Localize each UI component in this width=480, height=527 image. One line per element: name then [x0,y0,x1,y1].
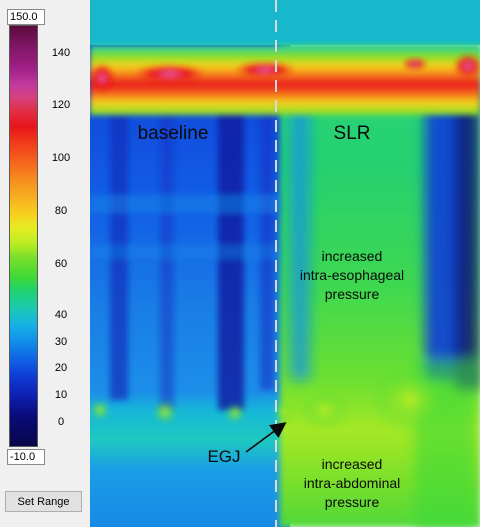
colorbar-tick-label: 60 [54,258,68,270]
colorbar-panel: 150.0 140 120 100 80 60 40 30 20 10 0 -10.0 Set R… [0,0,90,527]
colorbar-tick-label: 140 [51,47,71,59]
colorbar-max-input[interactable]: 150.0 [7,9,45,25]
slr-dark-streaks [290,90,480,527]
colorbar-tick-label: 40 [54,309,68,321]
abdominal-annotation-line3: pressure [325,494,380,510]
colorbar-tick-label: 100 [51,152,71,164]
egj-label: EGJ [207,447,240,466]
set-range-button[interactable]: Set Range [5,491,82,512]
colorbar-tick-label: 10 [54,389,68,401]
colorbar-gradient [9,25,38,447]
colorbar-tick-label: 0 [57,416,65,428]
baseline-streaks [90,100,280,410]
slr-label: SLR [334,123,371,144]
baseline-label: baseline [138,123,209,144]
egj-arrow [245,422,287,453]
colorbar-min-input[interactable]: -10.0 [7,449,45,465]
pressure-topography-heatmap: baseline SLR increased intra-esophageal … [90,0,480,527]
abdominal-annotation-line2: intra-abdominal [304,475,401,491]
colorbar-tick-label: 120 [51,99,71,111]
colorbar-tick-label: 20 [54,362,68,374]
abdominal-annotation-line1: increased [322,456,383,472]
esophageal-annotation-line2: intra-esophageal [300,267,404,283]
upper-region [90,0,480,45]
esophageal-annotation-line3: pressure [325,286,380,302]
colorbar-tick-label: 80 [54,205,68,217]
colorbar-tick-label: 30 [54,336,68,348]
egj-green-spots [90,365,450,435]
esophageal-annotation-line1: increased [322,248,383,264]
high-pressure-band [90,45,480,115]
